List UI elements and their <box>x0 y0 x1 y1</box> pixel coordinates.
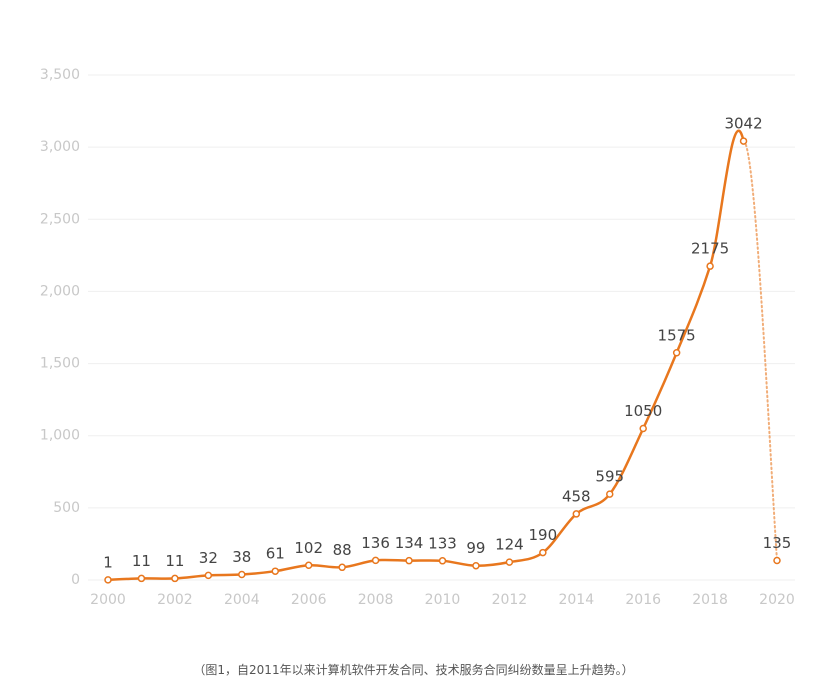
y-tick-label: 1,000 <box>40 428 80 444</box>
y-tick-label: 2,000 <box>40 283 80 299</box>
point <box>104 576 112 584</box>
line-segment <box>608 427 645 496</box>
x-tick-label: 2012 <box>492 592 528 608</box>
x-tick-label: 2004 <box>224 592 260 608</box>
x-tick-label: 2016 <box>625 592 661 608</box>
data-label: 133 <box>428 534 457 552</box>
point <box>238 570 246 579</box>
y-tick-label: 2,500 <box>40 211 80 227</box>
data-label: 1 <box>103 553 113 571</box>
line-segment <box>474 560 511 567</box>
data-label: 595 <box>595 468 624 486</box>
point <box>672 349 681 357</box>
line-segment <box>173 574 210 580</box>
data-label: 61 <box>266 545 285 563</box>
y-tick-label: 1,500 <box>40 356 80 372</box>
point <box>606 490 614 498</box>
line-segment <box>508 551 545 564</box>
data-label: 88 <box>333 541 352 559</box>
line-segment <box>708 129 745 268</box>
point <box>171 574 179 583</box>
x-tick-label: 2008 <box>358 592 394 608</box>
chart: 0 500 1,000 1,500 2,000 2,500 3,000 3,500 2000 20… <box>40 67 795 608</box>
x-tick-label: 2000 <box>90 592 126 608</box>
point <box>539 548 547 557</box>
x-tick-label: 2010 <box>425 592 461 608</box>
point <box>706 262 714 270</box>
data-label: 136 <box>361 534 390 552</box>
point <box>472 561 480 570</box>
line-segment <box>207 573 244 577</box>
point <box>371 556 380 565</box>
data-label: 1575 <box>658 326 696 344</box>
x-tick-label: 2006 <box>291 592 327 608</box>
data-label: 124 <box>495 536 524 554</box>
line-segment <box>441 559 478 567</box>
line-segment <box>274 564 310 573</box>
point <box>639 424 647 433</box>
point <box>137 574 146 583</box>
point <box>338 563 346 572</box>
caption: （图1，自2011年以来计算机软件开发合同、技术服务合同纠纷数量呈上升趋势。） <box>193 663 634 677</box>
data-label: 38 <box>232 548 251 566</box>
data-label: 134 <box>395 534 424 552</box>
x-tick-label: 2018 <box>692 592 728 608</box>
point <box>572 510 581 518</box>
line-segment <box>641 351 678 430</box>
data-label: 11 <box>132 552 151 570</box>
data-label: 2175 <box>691 240 729 258</box>
point <box>739 137 748 145</box>
line-segment <box>106 577 143 582</box>
data-label: 135 <box>763 534 792 552</box>
data-label: 1050 <box>624 402 662 420</box>
point <box>505 558 514 566</box>
x-tick-label: 2002 <box>157 592 193 608</box>
y-tick-label: 3,000 <box>40 139 80 155</box>
point <box>271 567 279 575</box>
x-tick-label: 2020 <box>759 592 795 608</box>
y-tick-label: 500 <box>53 500 80 516</box>
x-tick-label: 2014 <box>558 592 594 608</box>
point <box>438 557 447 565</box>
point <box>773 556 781 565</box>
data-label: 99 <box>466 539 485 557</box>
y-tick-label: 3,500 <box>40 67 80 83</box>
line-segment <box>340 559 377 569</box>
point <box>204 571 213 580</box>
y-tick-label: 0 <box>71 572 80 588</box>
data-label: 11 <box>165 552 184 570</box>
data-label: 3042 <box>724 115 762 133</box>
line-segment <box>240 569 277 576</box>
point <box>304 561 313 570</box>
data-label: 190 <box>529 526 558 544</box>
data-label: 32 <box>199 549 218 567</box>
line-segment <box>374 558 411 562</box>
point <box>405 556 413 565</box>
line-segment <box>742 140 778 562</box>
line-segment <box>307 563 344 569</box>
data-label: 102 <box>294 539 323 557</box>
data-label: 458 <box>562 487 591 505</box>
line-segment <box>675 264 712 354</box>
